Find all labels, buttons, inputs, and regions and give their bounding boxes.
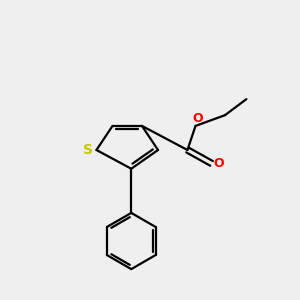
Text: O: O	[214, 157, 224, 170]
Text: S: S	[83, 143, 93, 157]
Text: O: O	[193, 112, 203, 125]
